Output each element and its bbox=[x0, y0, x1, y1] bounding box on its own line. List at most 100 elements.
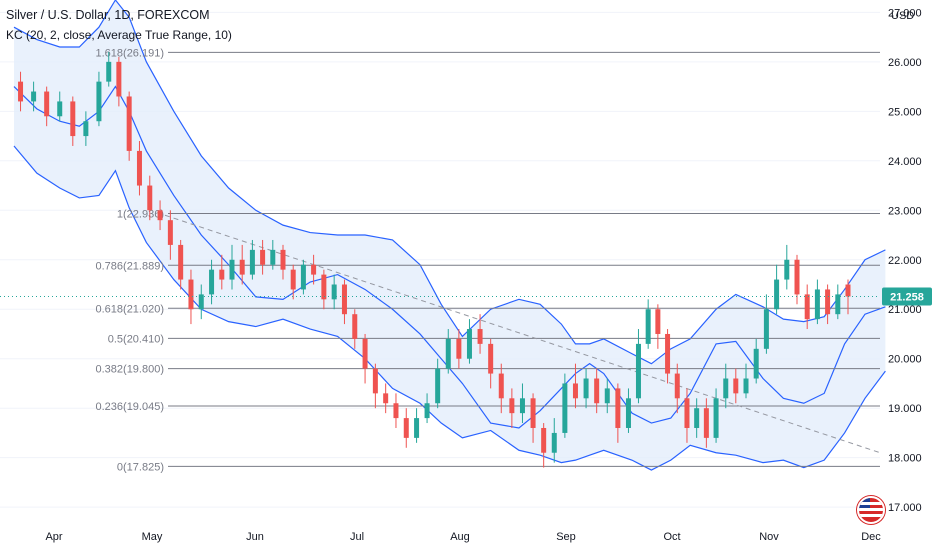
candle bbox=[645, 299, 651, 349]
y-tick-label: 27.000 bbox=[888, 7, 922, 19]
x-tick-label: May bbox=[142, 531, 163, 543]
candle bbox=[249, 239, 255, 280]
candle-body bbox=[814, 289, 820, 320]
y-tick-label: 18.000 bbox=[888, 453, 922, 465]
candle bbox=[18, 71, 24, 112]
candle-body bbox=[372, 368, 378, 394]
candle bbox=[541, 423, 547, 468]
candle-body bbox=[424, 403, 430, 419]
candle-body bbox=[684, 398, 690, 428]
candle-body bbox=[763, 309, 769, 349]
candle bbox=[753, 338, 759, 384]
candle bbox=[466, 319, 472, 364]
indicator-legend[interactable]: KC (20, 2, close, Average True Range, 10… bbox=[6, 28, 232, 42]
candle-body bbox=[665, 333, 671, 374]
candle bbox=[167, 210, 173, 260]
x-tick-label: Jul bbox=[350, 531, 364, 543]
candle bbox=[551, 418, 557, 463]
candle-body bbox=[362, 338, 368, 369]
candle bbox=[414, 408, 420, 443]
candle-body bbox=[572, 383, 578, 399]
candle bbox=[352, 309, 358, 349]
candle-body bbox=[604, 388, 610, 404]
candle-body bbox=[794, 259, 800, 295]
us-flag-icon[interactable] bbox=[857, 496, 885, 524]
x-tick-label: Jun bbox=[246, 531, 264, 543]
candle-body bbox=[147, 185, 153, 211]
candle-body bbox=[733, 378, 739, 394]
candle bbox=[456, 329, 462, 369]
candle bbox=[229, 244, 235, 290]
candle bbox=[270, 239, 276, 270]
candle-body bbox=[70, 101, 76, 137]
candle bbox=[383, 383, 389, 414]
candle-body bbox=[645, 309, 651, 344]
candle-body bbox=[403, 418, 409, 438]
y-tick-label: 20.000 bbox=[888, 354, 922, 366]
candle bbox=[198, 284, 204, 320]
candle bbox=[106, 51, 112, 87]
candle-body bbox=[260, 249, 266, 265]
fib-label: 0.382(19.800) bbox=[96, 364, 165, 376]
last-price-value: 21.258 bbox=[890, 291, 924, 303]
candle-body bbox=[311, 264, 317, 275]
candle bbox=[219, 254, 225, 290]
candle bbox=[488, 338, 494, 389]
fib-label: 0.236(19.045) bbox=[96, 401, 165, 413]
candle bbox=[239, 244, 245, 285]
candle-body bbox=[530, 398, 536, 428]
candle-body bbox=[188, 279, 194, 310]
axes: USD 17.000 18.000 19.000 20.000 21.000 22.000 2… bbox=[45, 7, 921, 543]
candle-body bbox=[551, 432, 557, 453]
candle-body bbox=[414, 418, 420, 438]
candle bbox=[290, 264, 296, 300]
y-tick-label: 23.000 bbox=[888, 205, 922, 217]
y-tick-label: 19.000 bbox=[888, 403, 922, 415]
candle-body bbox=[694, 408, 700, 428]
y-tick-label: 21.000 bbox=[888, 304, 922, 316]
last-price-marker: 21.258 bbox=[0, 287, 932, 306]
fib-label: 1(22.936) bbox=[117, 208, 164, 220]
channel-fill bbox=[14, 0, 886, 471]
candle-body bbox=[136, 150, 142, 186]
keltner-channel bbox=[13, 0, 886, 471]
candle bbox=[684, 388, 690, 443]
candle bbox=[763, 294, 769, 354]
candle-body bbox=[562, 383, 568, 433]
candle-body bbox=[519, 398, 525, 414]
candle bbox=[604, 378, 610, 414]
candle bbox=[694, 398, 700, 438]
candle bbox=[435, 358, 441, 409]
candle bbox=[178, 239, 184, 290]
candle bbox=[57, 91, 63, 122]
candle-body bbox=[466, 329, 472, 359]
candle bbox=[814, 279, 820, 325]
candle bbox=[723, 363, 729, 409]
candle-body bbox=[498, 373, 504, 399]
candle bbox=[96, 71, 102, 127]
candle-body bbox=[774, 279, 780, 310]
candle bbox=[733, 368, 739, 404]
x-tick-label: Oct bbox=[663, 531, 680, 543]
candle bbox=[362, 333, 368, 384]
candle bbox=[157, 200, 163, 231]
chart-title: Silver / U.S. Dollar, 1D, FOREXCOM bbox=[6, 8, 210, 22]
candle-body bbox=[835, 294, 841, 315]
candle-body bbox=[703, 408, 709, 438]
candle bbox=[44, 86, 50, 127]
candle-body bbox=[784, 259, 790, 280]
candle-body bbox=[713, 398, 719, 438]
candle bbox=[519, 383, 525, 424]
candle-body bbox=[488, 343, 494, 374]
fib-label: 0.786(21.889) bbox=[96, 260, 165, 272]
candle bbox=[424, 393, 430, 424]
candle bbox=[477, 314, 483, 354]
currency-label: USD bbox=[891, 10, 914, 22]
candle-body bbox=[509, 398, 515, 414]
candle bbox=[835, 284, 841, 320]
candle-body bbox=[96, 81, 102, 122]
candle bbox=[615, 383, 621, 443]
candle-body bbox=[594, 378, 600, 404]
candle-body bbox=[674, 373, 680, 399]
